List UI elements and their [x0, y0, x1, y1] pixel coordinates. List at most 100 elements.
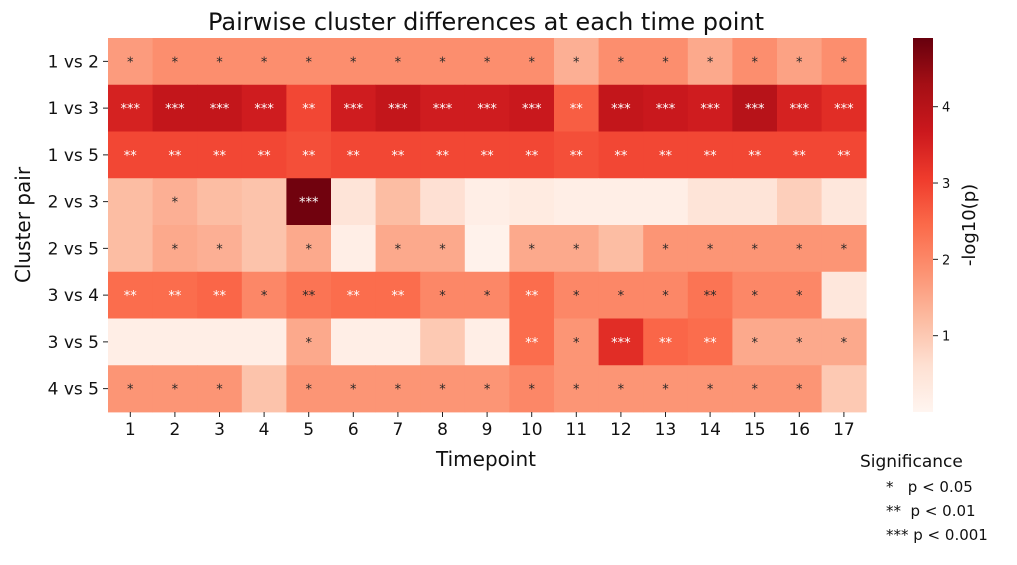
cell-annotation: *: [395, 55, 402, 70]
heatmap-cell: [152, 84, 198, 132]
heatmap-cell: [732, 84, 778, 132]
heatmap-cell: [331, 38, 376, 86]
x-tick-label: 11: [565, 420, 587, 440]
cell-annotation: *: [261, 55, 268, 70]
heatmap-cell: [108, 225, 153, 273]
heatmap-cell: [643, 84, 689, 132]
heatmap-cell: [420, 225, 466, 273]
cell-annotation: ***: [611, 102, 631, 117]
heatmap-cell: [241, 365, 287, 413]
cell-annotation: *: [796, 336, 803, 351]
heatmap-cell: [509, 225, 555, 273]
cell-annotation: **: [436, 149, 450, 164]
cell-annotation: *: [573, 336, 580, 351]
heatmap-cell: [643, 38, 689, 86]
heatmap-cell: [554, 84, 599, 132]
heatmap-cell: [152, 225, 198, 273]
heatmap-cell: [777, 225, 822, 273]
cell-annotation: *: [484, 55, 491, 70]
cell-annotation: *: [573, 55, 580, 70]
heatmap-cell: [241, 84, 287, 132]
x-tick-label: 5: [303, 420, 314, 440]
cell-annotation: *: [127, 383, 134, 398]
colorbar-ticks: 1 2 3 4: [933, 101, 950, 345]
heatmap-cell: [152, 271, 198, 319]
heatmap-cell: [331, 318, 376, 366]
legend-row-p05: * p < 0.05: [886, 478, 973, 496]
heatmap-cell: [197, 271, 243, 319]
cell-annotation: ***: [299, 196, 319, 211]
heatmap-cell: [241, 318, 287, 366]
heatmap-cell: [286, 38, 332, 86]
heatmap-cell: [375, 131, 421, 179]
heatmap-cell: [286, 318, 332, 366]
x-tick-label: 9: [482, 420, 493, 440]
cell-annotation: *: [172, 55, 179, 70]
cell-annotation: *: [350, 383, 357, 398]
heatmap-cell: [598, 131, 644, 179]
cell-annotation: *: [216, 383, 223, 398]
heatmap-cell: [687, 84, 733, 132]
heatmap-cell: [554, 318, 599, 366]
heatmap-cell: [687, 225, 733, 273]
heatmap-cell: [286, 225, 332, 273]
cell-annotation: *: [439, 289, 446, 304]
y-tick-label: 2 vs 3: [48, 193, 99, 213]
x-tick-label: 17: [833, 420, 855, 440]
cell-annotation: **: [302, 102, 316, 117]
cell-annotation: *: [751, 336, 758, 351]
heatmap-cell: [598, 271, 644, 319]
cell-annotation: *: [573, 289, 580, 304]
heatmap-cell: [108, 318, 153, 366]
cell-annotation: *: [305, 336, 312, 351]
cell-annotation: *: [216, 55, 223, 70]
heatmap-cell: [420, 318, 466, 366]
cell-annotation: *: [707, 383, 714, 398]
cell-annotation: *: [662, 289, 669, 304]
cell-annotation: ***: [388, 102, 408, 117]
cell-annotation: *: [796, 55, 803, 70]
heatmap-cell: [152, 38, 198, 86]
cell-annotation: **: [168, 149, 182, 164]
x-tick-label: 6: [348, 420, 359, 440]
heatmap-cell: [777, 131, 822, 179]
colorbar-tick-label: 4: [942, 101, 950, 116]
x-tick-label: 15: [744, 420, 766, 440]
heatmap-cell: [375, 318, 421, 366]
heatmap-cell: [598, 318, 644, 366]
x-axis-label: Timepoint: [435, 447, 536, 471]
cell-annotation: **: [168, 289, 182, 304]
x-tick-label: 4: [259, 420, 270, 440]
heatmap-cell: [197, 318, 243, 366]
cell-annotation: ***: [254, 102, 274, 117]
x-tick-label: 7: [392, 420, 403, 440]
heatmap-cell: [108, 38, 153, 86]
heatmap-cell: [331, 365, 376, 413]
heatmap-cell: [509, 178, 555, 226]
cell-annotation: **: [391, 149, 405, 164]
heatmap-cell: [687, 131, 733, 179]
cell-annotation: *: [261, 289, 268, 304]
heatmap-cell: [464, 271, 510, 319]
heatmap-cell: [108, 131, 153, 179]
cell-annotation: *: [618, 289, 625, 304]
cell-annotation: *: [841, 55, 848, 70]
x-tick-label: 10: [521, 420, 543, 440]
heatmap-cell: [375, 225, 421, 273]
heatmap-cell: [420, 365, 466, 413]
y-tick-label: 3 vs 5: [48, 333, 99, 353]
heatmap-cell: [554, 225, 599, 273]
heatmap-cell: [509, 365, 555, 413]
cell-annotation: ***: [834, 102, 854, 117]
heatmap-cell: [241, 178, 287, 226]
cell-annotation: *: [484, 289, 491, 304]
cell-annotation: **: [124, 289, 138, 304]
heatmap-cell: [643, 271, 689, 319]
legend-row-p001: *** p < 0.001: [886, 526, 988, 544]
cell-annotation: *: [350, 55, 357, 70]
heatmap-cell: [821, 365, 867, 413]
cell-annotation: ***: [611, 336, 631, 351]
heatmap-cell: [464, 365, 510, 413]
heatmap-cell: [286, 131, 332, 179]
heatmap-cell: [241, 131, 287, 179]
